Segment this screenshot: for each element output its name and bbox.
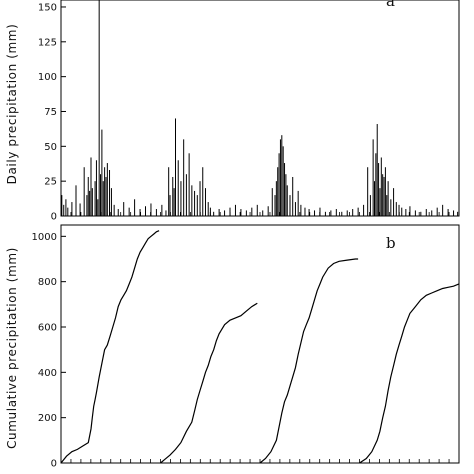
panel-a-y-axis-title: Daily precipitation (mm) [5, 24, 19, 185]
panel-a-daily-precipitation: a Daily precipitation (mm) 0 25 50 75 100 125… [5, 0, 460, 223]
y-tick-label: 125 [38, 37, 57, 48]
y-tick-label: 0 [51, 212, 57, 223]
panel-b-lines [60, 230, 460, 464]
panel-a-tag: a [386, 0, 395, 10]
y-tick-label: 150 [38, 2, 57, 13]
y-tick-label: 0 [51, 459, 57, 470]
y-tick-label: 800 [38, 277, 57, 288]
y-tick-label: 100 [38, 72, 57, 83]
y-tick-label: 400 [38, 368, 57, 379]
panel-a-bars [61, 0, 459, 216]
cumulative-series-line [60, 230, 160, 464]
y-tick-label: 600 [38, 323, 57, 334]
cumulative-series-line [160, 302, 258, 464]
panel-b-y-ticks: 0 200 400 600 800 1000 [32, 232, 66, 470]
cumulative-series-line [259, 258, 359, 464]
panel-b-x-ticks [70, 459, 450, 463]
panel-b-cumulative-precipitation: b Cumulative precipitation (mm) 0 200 400 6… [5, 224, 460, 470]
y-tick-label: 25 [44, 177, 57, 188]
panel-a-frame [60, 0, 460, 217]
y-tick-label: 50 [44, 142, 57, 153]
panel-a-y-ticks: 0 25 50 75 100 125 150 [38, 2, 66, 223]
y-tick-label: 75 [44, 107, 57, 118]
panel-b-y-axis-title: Cumulative precipitation (mm) [5, 247, 19, 449]
y-tick-label: 200 [38, 413, 57, 424]
panel-b-tag: b [386, 234, 396, 252]
panel-a-x-ticks [70, 212, 450, 216]
y-tick-label: 1000 [32, 232, 57, 243]
cumulative-series-line [359, 283, 460, 464]
